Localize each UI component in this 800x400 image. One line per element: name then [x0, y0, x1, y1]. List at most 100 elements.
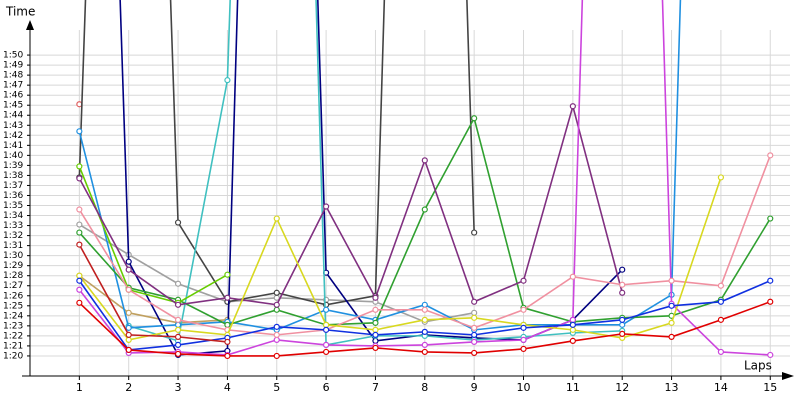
y-tick-label: 1:27 [3, 281, 23, 291]
y-tick-label: 1:21 [3, 341, 23, 351]
plot-area [76, 0, 774, 360]
point [471, 349, 478, 357]
point [421, 206, 428, 213]
x-tick-label: 2 [125, 381, 132, 394]
point [619, 316, 626, 323]
point [174, 280, 182, 287]
y-tick-label: 1:24 [3, 311, 23, 321]
point [273, 301, 280, 308]
point [174, 333, 182, 340]
point [224, 77, 231, 84]
point [471, 229, 478, 236]
point [76, 128, 83, 135]
point [569, 103, 576, 110]
point [224, 294, 231, 301]
point [717, 348, 725, 356]
y-tick-label: 1:30 [3, 251, 23, 261]
y-tick-label: 1:29 [3, 261, 23, 271]
point [421, 328, 428, 335]
y-tick-label: 1:34 [3, 211, 23, 221]
y-arrow [26, 20, 34, 30]
series-line [78, 177, 722, 341]
y-tick-label: 1:47 [3, 81, 23, 91]
series-line [78, 275, 228, 324]
y-tick-label: 1:50 [3, 51, 23, 61]
y-tick-label: 1:46 [3, 91, 23, 101]
point [372, 331, 379, 338]
x-tick-label: 5 [273, 381, 280, 394]
point [174, 219, 182, 226]
point [273, 331, 280, 338]
point [273, 323, 280, 330]
point [569, 326, 576, 333]
x-tick-label: 1 [76, 381, 83, 394]
point [471, 324, 478, 331]
y-tick-label: 1:25 [3, 301, 23, 311]
point [174, 316, 182, 323]
point [619, 330, 626, 337]
point [174, 341, 182, 349]
y-tick-label: 1:39 [3, 161, 23, 171]
point [668, 302, 675, 309]
y-tick-label: 1:32 [3, 231, 23, 241]
point [125, 266, 132, 273]
y-tick-label: 1:22 [3, 331, 23, 341]
point [372, 319, 379, 326]
point [767, 351, 774, 359]
y-tick-label: 1:38 [3, 171, 23, 181]
point [76, 286, 83, 293]
y-tick-label: 1:23 [3, 321, 23, 331]
x-tick-label: 4 [224, 381, 231, 394]
y-tick-label: 1:37 [3, 181, 23, 191]
point [174, 350, 182, 358]
point [668, 319, 675, 326]
x-tick-label: 14 [714, 381, 728, 394]
axes: Time Laps 1:201:211:221:231:241:251:261:… [3, 5, 794, 394]
x-tick-label: 7 [372, 381, 379, 394]
point [372, 294, 379, 301]
point [273, 306, 280, 313]
y-axis-title: Time [5, 5, 35, 19]
y-tick-label: 1:33 [3, 221, 23, 231]
point [471, 115, 478, 122]
point [323, 348, 330, 356]
point [668, 333, 675, 340]
point [323, 341, 330, 349]
point [421, 316, 428, 323]
point [569, 321, 576, 328]
point [125, 286, 132, 293]
y-tick-label: 1:43 [3, 121, 23, 131]
point [224, 352, 231, 360]
point [224, 271, 231, 278]
point [224, 321, 231, 328]
y-tick-label: 1:45 [3, 101, 23, 111]
y-tick-label: 1:40 [3, 151, 23, 161]
point [76, 272, 83, 279]
x-tick-label: 9 [471, 381, 478, 394]
y-tick-label: 1:20 [3, 351, 23, 361]
point [471, 338, 478, 346]
y-tick-label: 1:41 [3, 141, 23, 151]
x-tick-label: 6 [323, 381, 330, 394]
point [668, 277, 675, 284]
point [273, 294, 280, 301]
x-tick-label: 3 [175, 381, 182, 394]
point [520, 345, 527, 353]
point [421, 157, 428, 164]
series-line [119, 0, 623, 356]
point [421, 341, 428, 349]
point [323, 306, 330, 313]
point [767, 152, 774, 159]
point [471, 298, 478, 305]
y-tick-label: 1:49 [3, 61, 23, 71]
x-tick-label: 15 [763, 381, 777, 394]
point [125, 346, 132, 354]
point [767, 215, 774, 222]
point [717, 282, 725, 289]
point [174, 326, 182, 333]
y-tick-label: 1:36 [3, 191, 23, 201]
x-tick-label: 12 [615, 381, 629, 394]
y-tick-label: 1:31 [3, 241, 23, 251]
point [717, 298, 725, 305]
point [125, 336, 132, 343]
